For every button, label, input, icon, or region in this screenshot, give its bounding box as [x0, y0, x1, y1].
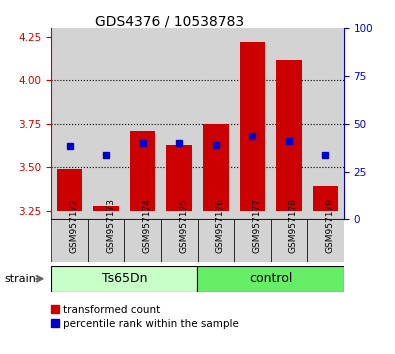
Bar: [312, 187, 338, 211]
Bar: [271, 28, 307, 219]
Bar: [198, 28, 234, 219]
FancyBboxPatch shape: [307, 219, 344, 262]
Bar: [161, 28, 198, 219]
FancyBboxPatch shape: [51, 266, 198, 292]
Legend: transformed count, percentile rank within the sample: transformed count, percentile rank withi…: [49, 303, 241, 331]
Text: Ts65Dn: Ts65Dn: [102, 272, 147, 285]
Text: GSM957172: GSM957172: [70, 198, 79, 253]
Text: GDS4376 / 10538783: GDS4376 / 10538783: [95, 14, 245, 28]
Text: GSM957175: GSM957175: [179, 198, 188, 253]
Text: GSM957178: GSM957178: [289, 198, 298, 253]
Text: strain: strain: [4, 274, 36, 284]
Text: GSM957177: GSM957177: [252, 198, 261, 253]
FancyBboxPatch shape: [198, 266, 344, 292]
Bar: [307, 28, 344, 219]
FancyBboxPatch shape: [88, 219, 124, 262]
FancyBboxPatch shape: [161, 219, 198, 262]
Text: GSM957176: GSM957176: [216, 198, 225, 253]
FancyBboxPatch shape: [51, 219, 88, 262]
Bar: [51, 28, 88, 219]
Bar: [203, 124, 229, 211]
Bar: [130, 131, 156, 211]
Bar: [93, 206, 119, 211]
Bar: [88, 28, 124, 219]
Bar: [239, 42, 265, 211]
Bar: [124, 28, 161, 219]
Bar: [166, 145, 192, 211]
Bar: [234, 28, 271, 219]
Text: control: control: [249, 272, 292, 285]
Text: GSM957173: GSM957173: [106, 198, 115, 253]
FancyBboxPatch shape: [124, 219, 161, 262]
Bar: [57, 169, 83, 211]
Text: GSM957174: GSM957174: [143, 198, 152, 253]
FancyBboxPatch shape: [198, 219, 234, 262]
FancyBboxPatch shape: [234, 219, 271, 262]
Bar: [276, 59, 302, 211]
Text: GSM957179: GSM957179: [325, 198, 335, 253]
FancyBboxPatch shape: [271, 219, 307, 262]
